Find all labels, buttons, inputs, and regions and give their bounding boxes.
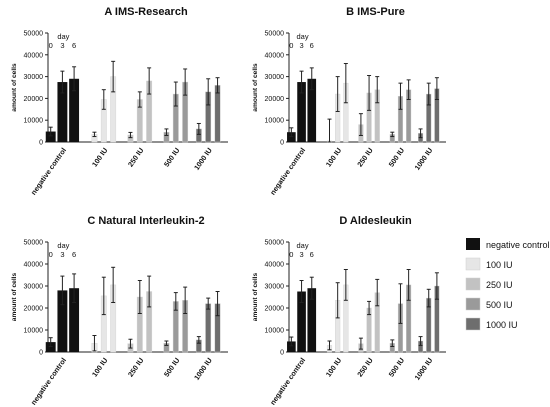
x-tick-label: negative control <box>29 356 68 407</box>
x-tick-label: 1000 IU <box>192 356 214 382</box>
day-label: day <box>297 241 309 250</box>
legend-swatch <box>465 257 481 271</box>
x-tick-label: 100 IU <box>90 356 110 379</box>
y-tick-label: 10000 <box>265 118 285 125</box>
x-tick-label: 100 IU <box>324 356 344 379</box>
bar <box>214 85 221 143</box>
y-tick-label: 30000 <box>265 74 285 81</box>
y-tick-label: 20000 <box>265 306 285 313</box>
x-tick-label: 100 IU <box>324 146 344 169</box>
y-tick-label: 40000 <box>24 52 44 59</box>
x-tick-label: negative control <box>29 146 68 197</box>
y-tick-label: 50000 <box>24 31 44 38</box>
bar <box>297 291 306 352</box>
bar <box>57 290 68 352</box>
y-tick-label: 40000 <box>265 262 285 269</box>
day-number: 6 <box>72 41 76 50</box>
y-tick-label: 20000 <box>24 96 44 103</box>
x-tick-label: 500 IU <box>162 356 182 379</box>
legend-label: 500 IU <box>486 300 513 310</box>
y-tick-label: 0 <box>280 350 284 357</box>
y-axis-label: amount of cells <box>11 63 18 112</box>
legend-swatch <box>465 317 481 331</box>
y-tick-label: 20000 <box>24 306 44 313</box>
y-tick-label: 10000 <box>265 328 285 335</box>
legend-label: 1000 IU <box>486 320 518 330</box>
x-tick-label: 250 IU <box>126 356 146 379</box>
x-tick-label: negative control <box>268 356 307 407</box>
day-label: day <box>57 32 69 41</box>
chart-title: B IMS-Pure <box>346 6 405 18</box>
y-tick-label: 50000 <box>265 31 285 38</box>
y-tick-label: 30000 <box>24 74 44 81</box>
bar <box>297 82 306 142</box>
chart-title: A IMS-Research <box>104 6 188 18</box>
y-axis-label: amount of cells <box>252 272 259 321</box>
bar <box>205 303 212 353</box>
x-tick-label: 1000 IU <box>413 146 435 172</box>
x-tick-label: 250 IU <box>355 356 375 379</box>
legend-swatch <box>465 277 481 291</box>
x-tick-label: 500 IU <box>162 146 182 169</box>
chart-panel-a: A IMS-Research 0 10000 20000 30000 40000 50000… <box>11 6 228 197</box>
bar <box>45 342 56 352</box>
day-number: 3 <box>299 41 303 50</box>
legend-swatch <box>466 238 480 250</box>
x-tick-label: negative control <box>268 146 307 197</box>
y-tick-label: 30000 <box>24 284 44 291</box>
legend-swatch <box>465 297 481 311</box>
y-tick-label: 50000 <box>265 240 285 247</box>
y-axis-label: amount of cells <box>11 272 18 321</box>
chart-title: D Aldesleukin <box>339 215 412 227</box>
x-tick-label: 250 IU <box>355 146 375 169</box>
day-number: 3 <box>60 250 64 259</box>
y-tick-label: 0 <box>39 350 43 357</box>
bar <box>287 132 296 142</box>
x-tick-label: 250 IU <box>126 146 146 169</box>
x-tick-label: 100 IU <box>90 146 110 169</box>
day-label: day <box>57 241 69 250</box>
y-tick-label: 50000 <box>24 240 44 247</box>
x-tick-label: 1000 IU <box>192 146 214 172</box>
day-number: 0 <box>289 250 293 259</box>
bar <box>57 82 68 142</box>
y-tick-label: 40000 <box>24 262 44 269</box>
bar <box>45 131 56 142</box>
day-number: 0 <box>49 250 53 259</box>
legend-label: 100 IU <box>486 260 513 270</box>
bar <box>69 78 80 142</box>
chart-panel-c: C Natural Interleukin-2 0 10000 20000 30000 4… <box>11 215 228 407</box>
day-number: 6 <box>310 41 314 50</box>
y-tick-label: 30000 <box>265 284 285 291</box>
legend: negative control 100 IU 250 IU 500 IU 1000 I… <box>465 238 550 331</box>
bar <box>69 288 80 352</box>
day-number: 3 <box>60 41 64 50</box>
x-tick-label: 1000 IU <box>413 356 435 382</box>
chart-title: C Natural Interleukin-2 <box>87 215 204 227</box>
day-number: 6 <box>310 250 314 259</box>
day-number: 6 <box>72 250 76 259</box>
legend-label: negative control <box>486 240 550 250</box>
y-axis-label: amount of cells <box>252 63 259 112</box>
day-number: 3 <box>299 250 303 259</box>
chart-panel-d: D Aldesleukin 0 10000 20000 30000 40000 50000 a… <box>252 215 446 407</box>
bar <box>307 288 317 352</box>
legend-label: 250 IU <box>486 280 513 290</box>
y-tick-label: 10000 <box>24 118 44 125</box>
y-tick-label: 10000 <box>24 328 44 335</box>
y-tick-label: 0 <box>280 140 284 147</box>
day-label: day <box>297 32 309 41</box>
x-tick-label: 500 IU <box>387 356 407 379</box>
y-tick-label: 0 <box>39 140 43 147</box>
bar <box>307 78 317 142</box>
y-tick-label: 40000 <box>265 52 285 59</box>
chart-panel-b: B IMS-Pure 0 10000 20000 30000 40000 50000 amou… <box>252 6 446 197</box>
day-number: 0 <box>289 41 293 50</box>
bar <box>287 341 296 352</box>
day-number: 0 <box>49 41 53 50</box>
x-tick-label: 500 IU <box>387 146 407 169</box>
y-tick-label: 20000 <box>265 96 285 103</box>
